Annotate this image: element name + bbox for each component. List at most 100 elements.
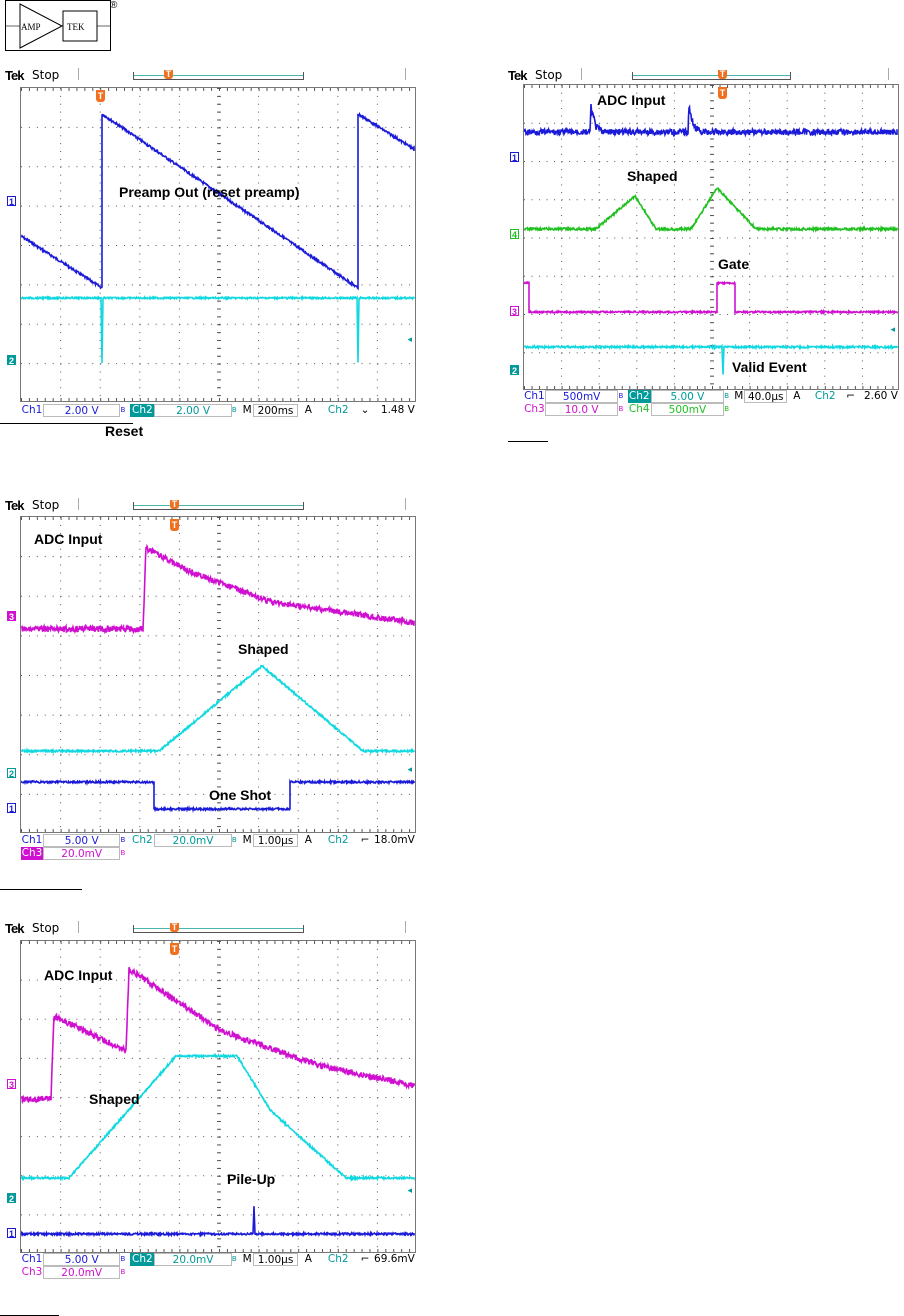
trigger-level-arrow-icon: ◂ — [890, 323, 895, 334]
acquisition-state: Stop — [32, 921, 60, 935]
status-cell[interactable]: Ch2 — [131, 834, 153, 846]
status-cell[interactable]: 5.00 V — [650, 390, 725, 403]
status-cell[interactable]: 20.0mV — [42, 847, 121, 860]
status-cell[interactable]: ⌐ — [360, 1253, 370, 1265]
status-cell[interactable]: 40.0µs — [744, 390, 788, 403]
status-cell[interactable]: Ch2 — [627, 390, 651, 403]
status-cell[interactable]: Ch1 — [21, 1253, 43, 1265]
bandwidth-limit-icon: B — [120, 1268, 126, 1276]
status-cell[interactable]: 1.00µs — [252, 1253, 299, 1266]
channel-marker-1[interactable]: 1 — [7, 1228, 16, 1239]
status-cell[interactable]: Ch3 — [524, 403, 545, 415]
status-cell[interactable]: Ch1 — [524, 390, 545, 402]
bandwidth-limit-icon: B — [120, 849, 126, 857]
status-cell[interactable]: ⌄ — [360, 404, 370, 416]
status-cell[interactable]: 500mV — [544, 390, 619, 403]
bandwidth-limit-icon: B — [120, 836, 126, 844]
status-row: Ch3 20.0mV B — [21, 847, 415, 860]
status-cell[interactable]: 18.0mV — [374, 834, 415, 846]
channel-marker-1[interactable]: 1 — [7, 803, 16, 814]
status-cell[interactable]: M — [242, 834, 252, 846]
status-cell[interactable]: 10.0 V — [544, 403, 619, 416]
tek-brand: Tek — [508, 68, 527, 83]
channel-marker-1[interactable]: 1 — [7, 196, 16, 207]
registered-mark: ® — [110, 0, 118, 11]
status-cell[interactable]: Ch2 — [130, 404, 155, 417]
status-cell[interactable]: Ch2 — [327, 834, 349, 846]
status-cell[interactable]: ⌐ — [846, 390, 856, 402]
trace-label: Pile-Up — [227, 1171, 276, 1187]
underline — [0, 423, 133, 424]
trigger-marker-icon: T — [96, 90, 105, 102]
amplifier-icon: AMP TEK — [6, 3, 110, 49]
waveform-display[interactable]: ADC Input Shaped Pile-Up T ◂ — [20, 940, 416, 1253]
bandwidth-limit-icon: B — [231, 836, 237, 844]
status-cell[interactable]: 5.00 V — [42, 1253, 121, 1266]
waveform-display[interactable]: ADC Input Shaped One Shot T ◂ — [20, 516, 416, 833]
status-cell[interactable]: M — [242, 1253, 252, 1265]
status-cell[interactable]: Ch2 — [814, 390, 836, 402]
status-cell[interactable]: 200ms — [252, 404, 299, 417]
status-cell[interactable]: Ch2 — [327, 1253, 349, 1265]
status-cell[interactable]: 20.0mV — [154, 834, 232, 847]
trigger-position-icon: T — [718, 69, 727, 79]
status-cell[interactable]: 20.0mV — [42, 1266, 121, 1279]
status-cell[interactable]: Ch3 — [21, 847, 43, 860]
status-cell[interactable]: ⌐ — [360, 834, 370, 846]
status-cell[interactable]: A — [304, 404, 312, 416]
trigger-position-icon: T — [170, 922, 179, 932]
channel-marker-2[interactable]: 2 — [7, 768, 16, 779]
bandwidth-limit-icon: B — [120, 406, 126, 414]
status-cell[interactable]: M — [242, 404, 252, 416]
ch2-trace — [21, 1052, 415, 1183]
channel-marker-2[interactable]: 2 — [7, 1193, 16, 1204]
waveform-display[interactable]: ADC Input Shaped Gate Valid Event T ◂ — [523, 84, 899, 390]
status-cell[interactable]: 1.48 V — [380, 404, 415, 416]
tek-brand: Tek — [5, 921, 24, 936]
trigger-level-arrow-icon: ◂ — [407, 1185, 412, 1196]
channel-marker-3[interactable]: 3 — [7, 611, 16, 622]
ch2-trace — [21, 294, 415, 364]
channel-marker-4[interactable]: 4 — [510, 229, 519, 240]
svg-text:TEK: TEK — [67, 22, 85, 32]
record-header — [78, 921, 406, 933]
channel-marker-3[interactable]: 3 — [7, 1079, 16, 1090]
record-header — [78, 498, 406, 510]
acquisition-state: Stop — [535, 68, 563, 82]
status-cell[interactable]: Ch4 — [628, 403, 650, 415]
waveform-display[interactable]: Preamp Out (reset preamp) Reset T ◂ — [20, 87, 416, 439]
status-cell[interactable]: 500mV — [650, 403, 725, 416]
channel-marker-2[interactable]: 2 — [510, 365, 519, 376]
status-cell[interactable]: Ch1 — [21, 834, 43, 846]
trigger-level-arrow-icon: ◂ — [407, 764, 412, 775]
bandwidth-limit-icon: B — [120, 1255, 126, 1263]
status-cell[interactable]: Ch3 — [21, 1266, 43, 1278]
channel-marker-2[interactable]: 2 — [7, 355, 16, 366]
status-cell[interactable]: Ch1 — [21, 404, 43, 416]
status-cell[interactable]: A — [304, 1253, 312, 1265]
status-cell[interactable]: A — [793, 390, 801, 402]
channel-marker-1[interactable]: 1 — [510, 152, 519, 163]
status-cell[interactable]: Ch2 — [327, 404, 349, 416]
status-cell[interactable]: 69.6mV — [374, 1253, 415, 1265]
status-cell[interactable]: 20.0mV — [154, 1253, 232, 1266]
ch2-trace — [21, 664, 415, 755]
ch1-trace — [21, 778, 415, 813]
status-row: Ch3 20.0mV B — [21, 1266, 415, 1279]
trace-label: Shaped — [89, 1091, 140, 1107]
status-cell[interactable]: 2.00 V — [154, 404, 232, 417]
status-cell[interactable]: 2.00 V — [42, 404, 121, 417]
status-cell[interactable]: A — [304, 834, 312, 846]
status-cell[interactable]: 1.00µs — [252, 834, 299, 847]
ch2-trace — [524, 343, 898, 375]
trace-label: One Shot — [209, 787, 272, 803]
graticule — [21, 941, 415, 1252]
status-cell[interactable]: Ch2 — [130, 1253, 155, 1266]
status-cell[interactable]: M — [734, 390, 744, 402]
record-view-bar — [133, 72, 304, 80]
svg-text:AMP: AMP — [21, 22, 41, 32]
status-cell[interactable]: 5.00 V — [42, 834, 121, 847]
underline — [508, 441, 548, 442]
status-cell[interactable]: 2.60 V — [863, 390, 898, 402]
channel-marker-3[interactable]: 3 — [510, 306, 519, 317]
